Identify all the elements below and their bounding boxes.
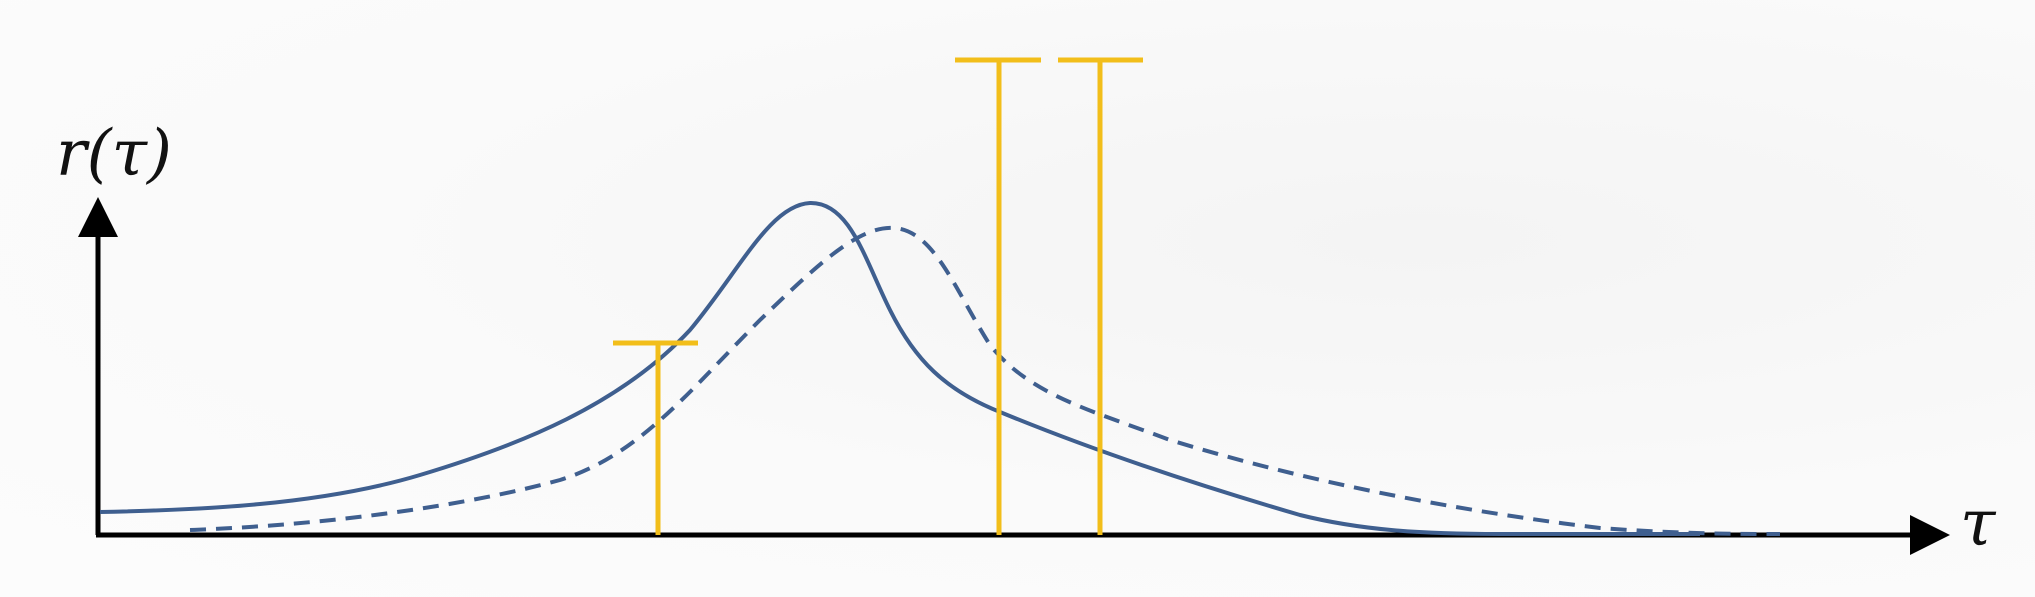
bar-right [1058,57,1143,535]
solid-curve [99,200,1700,537]
dashed-curve [189,225,1781,536]
bar-left [613,340,698,535]
y-axis-label: r(τ) [56,117,172,191]
x-axis-label: τ [1960,487,1996,561]
bar-middle [955,57,1041,535]
